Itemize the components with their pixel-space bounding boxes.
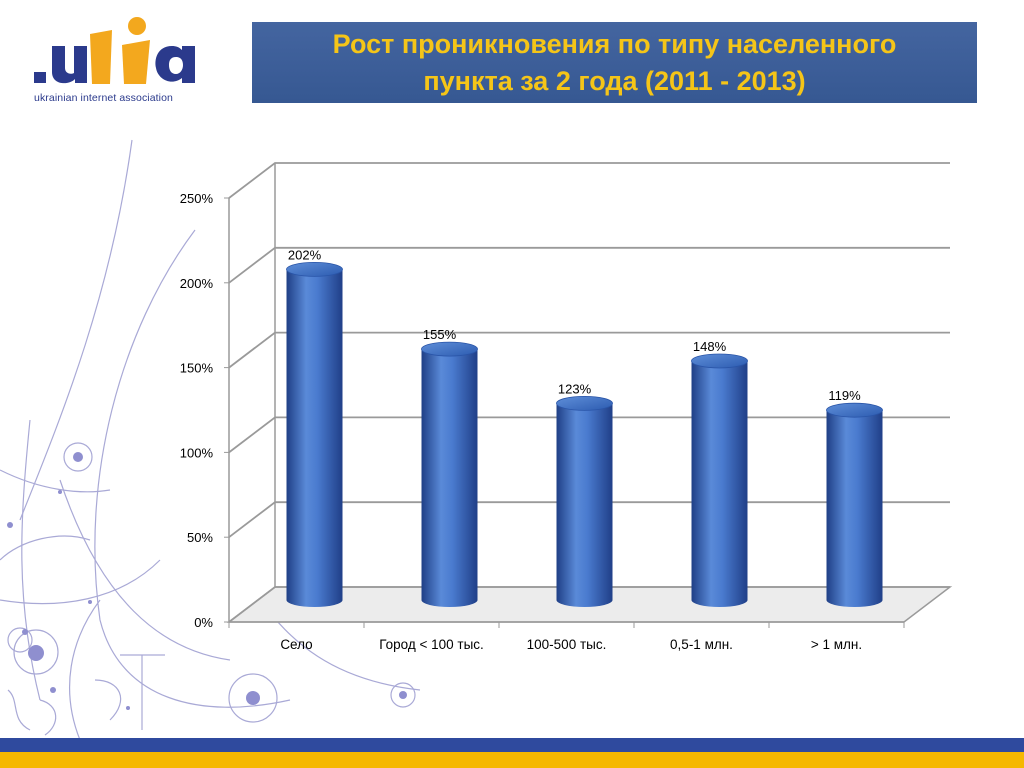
gridline — [228, 162, 950, 199]
data-label: 202% — [288, 247, 322, 262]
y-tick-label: 200% — [180, 276, 214, 291]
data-label: 123% — [558, 381, 592, 396]
y-tick-label: 0% — [194, 615, 213, 630]
bar-top — [691, 353, 748, 369]
uia-logo-mark — [34, 17, 195, 84]
bar-body — [286, 269, 343, 607]
bar — [286, 262, 343, 607]
bar-body — [556, 403, 613, 607]
bar — [556, 395, 613, 607]
bar — [826, 402, 883, 607]
bar-top — [421, 341, 478, 357]
x-category-label: > 1 млн. — [811, 637, 862, 652]
bar-chart: 0% 50% 100% 150% 200% 250% 202% Село 155% Город <… — [180, 162, 953, 652]
bar-top — [286, 262, 343, 277]
bar-body — [691, 360, 748, 607]
footer-stripe-gold — [0, 752, 1024, 768]
y-tick-label: 100% — [180, 445, 214, 460]
bar-body — [421, 349, 478, 607]
x-category-label: Село — [280, 637, 312, 652]
gridline — [228, 331, 950, 369]
chart-labels: 0% 50% 100% 150% 200% 250% 202% Село 155% Город <… — [180, 191, 862, 652]
footer-stripe-blue — [0, 738, 1024, 752]
uia-logo: ukrainian internet association — [32, 10, 232, 110]
chart-bars — [286, 262, 883, 607]
bar-top — [556, 395, 613, 411]
x-category-label: 100-500 тыс. — [527, 637, 607, 652]
data-label: 119% — [828, 388, 861, 403]
bar-top — [826, 402, 883, 418]
decorative-background — [0, 139, 421, 740]
bar — [421, 341, 478, 607]
data-label: 155% — [423, 327, 457, 342]
logo-subtitle: ukrainian internet association — [34, 92, 173, 104]
x-category-label: 0,5-1 млн. — [670, 637, 733, 652]
data-label: 148% — [693, 339, 727, 354]
y-tick-label: 150% — [180, 361, 214, 376]
slide-title: Рост проникновения по типу населенного п… — [332, 28, 897, 96]
title-banner: Рост проникновения по типу населенного п… — [252, 22, 977, 103]
x-category-label: Город < 100 тыс. — [379, 637, 484, 652]
gridline — [228, 246, 950, 284]
bar — [691, 353, 748, 607]
y-tick-label: 50% — [187, 530, 213, 545]
bar-body — [826, 410, 883, 607]
y-tick-label: 250% — [180, 191, 214, 206]
